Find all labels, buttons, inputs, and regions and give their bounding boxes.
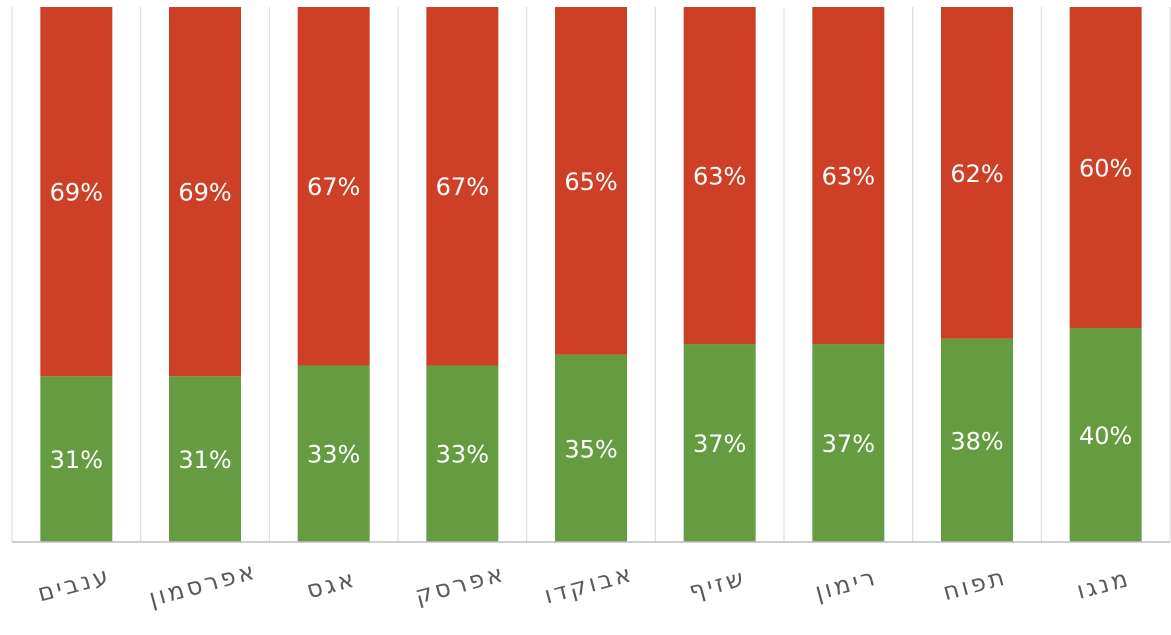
bar-segment — [555, 7, 627, 355]
bar-segment — [297, 365, 370, 542]
x-tick-label: שזיף — [686, 563, 749, 605]
bars — [40, 7, 1142, 542]
x-tick-label: אפרסמון — [146, 556, 260, 612]
bar-segment — [297, 7, 370, 366]
bar-segment — [941, 7, 1013, 339]
data-label: 63% — [822, 163, 875, 191]
gridlines — [11, 7, 1171, 542]
bar-segment — [426, 7, 499, 366]
data-label: 60% — [1079, 155, 1132, 183]
data-label: 38% — [950, 427, 1003, 455]
data-label: 67% — [436, 173, 489, 201]
x-tick-labels: ענבים אפרסמון אגס אפרסק אבוקדו שזיף רימון תפוח מ… — [35, 556, 1134, 612]
x-tick-label: ענבים — [35, 561, 115, 607]
bar-segment — [1069, 7, 1142, 328]
x-tick-label: אגס — [304, 564, 360, 604]
x-tick-label: מנגו — [1074, 564, 1134, 605]
bar-segment — [683, 344, 756, 542]
bar-segment — [426, 365, 499, 542]
data-label: 33% — [436, 441, 489, 469]
bar-segment — [683, 7, 756, 345]
data-labels: 31% 69% 31% 69% 33% 67% 33% 67% 35% 65% 37% 63% 37% 6… — [50, 155, 1133, 475]
x-tick-label: אבוקדו — [541, 559, 636, 610]
x-tick-label: רימון — [812, 563, 880, 606]
bar-segment — [169, 7, 241, 377]
bar-segment — [40, 7, 113, 377]
data-label: 69% — [50, 179, 103, 207]
data-label: 67% — [307, 173, 360, 201]
bar-segment — [941, 338, 1013, 542]
bar-segment — [812, 7, 885, 345]
x-tick-label: תפוח — [940, 562, 1010, 606]
data-label: 31% — [50, 446, 103, 474]
data-label: 62% — [950, 160, 1003, 188]
bar-segment — [812, 344, 885, 542]
bar-segment — [169, 376, 241, 542]
x-tick-label: אפרסק — [412, 559, 508, 610]
data-label: 31% — [178, 446, 231, 474]
data-label: 65% — [564, 168, 617, 196]
data-label: 69% — [178, 179, 231, 207]
bar-segment — [1069, 328, 1142, 542]
data-label: 37% — [822, 430, 875, 458]
bar-segment — [40, 376, 113, 542]
data-label: 33% — [307, 441, 360, 469]
data-label: 40% — [1079, 422, 1132, 450]
data-label: 63% — [693, 163, 746, 191]
bar-segment — [555, 354, 627, 542]
data-label: 37% — [693, 430, 746, 458]
data-label: 35% — [564, 435, 617, 463]
